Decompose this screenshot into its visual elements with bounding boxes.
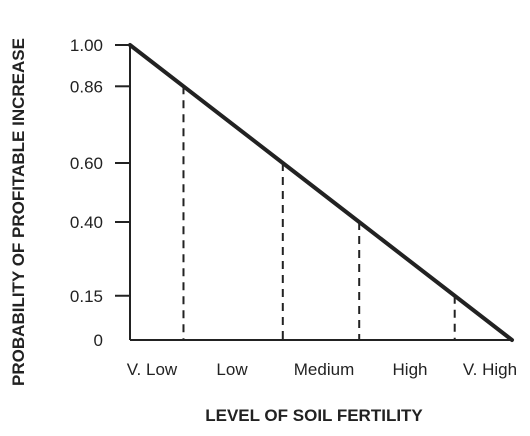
y-tick-label: 0.40 [70, 213, 103, 232]
y-tick-label: 0.86 [70, 77, 103, 96]
y-axis-title: PROBABILITY OF PROFITABLE INCREASE [9, 38, 28, 386]
y-tick-label: 0 [94, 331, 103, 350]
probability-line [128, 43, 514, 342]
x-tick-label: High [393, 360, 428, 379]
axes [129, 45, 512, 341]
x-axis-title: LEVEL OF SOIL FERTILITY [205, 406, 423, 425]
y-ticks: 0 0.15 0.40 0.60 0.86 1.00 [70, 36, 130, 350]
x-ticks: V. Low Low Medium High V. High [127, 360, 517, 379]
y-tick-label: 1.00 [70, 36, 103, 55]
x-tick-label: V. High [463, 360, 517, 379]
x-tick-label: V. Low [127, 360, 178, 379]
x-tick-label: Medium [294, 360, 354, 379]
plot-area [128, 43, 514, 342]
y-tick-label: 0.15 [70, 287, 103, 306]
x-tick-label: Low [216, 360, 248, 379]
y-tick-label: 0.60 [70, 154, 103, 173]
